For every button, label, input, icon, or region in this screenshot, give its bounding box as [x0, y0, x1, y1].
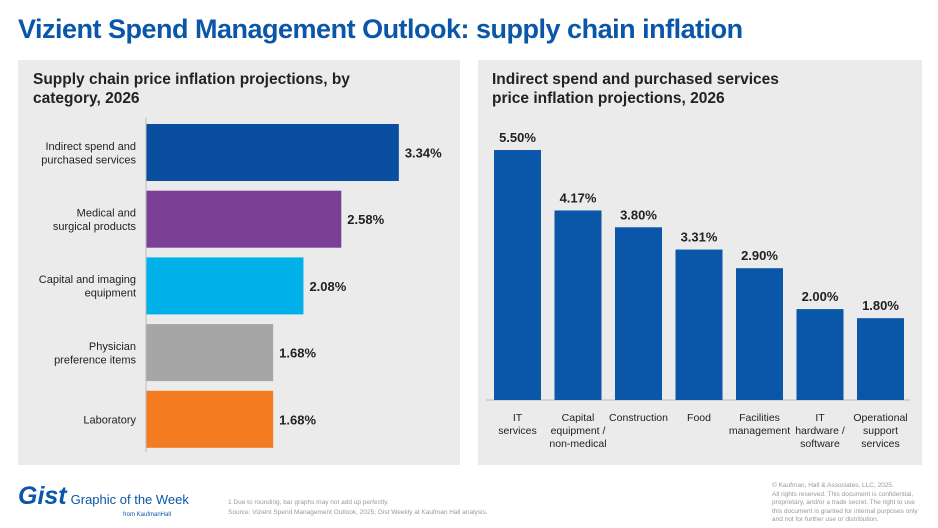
data-label: 2.00% — [802, 289, 839, 304]
data-label: 3.80% — [620, 207, 657, 222]
category-label: equipment / — [551, 425, 606, 437]
bar — [494, 150, 541, 400]
category-label: IT — [815, 412, 825, 424]
category-label: management — [729, 425, 790, 437]
bar — [146, 190, 342, 248]
page-title: Vizient Spend Management Outlook: supply… — [18, 14, 743, 44]
category-label: Physician — [89, 341, 136, 353]
data-label: 1.68% — [279, 412, 316, 427]
category-label: Indirect spend and — [45, 141, 136, 153]
category-label: Operational — [853, 412, 907, 424]
copyright-line: and not for further use or distribution. — [772, 516, 879, 523]
bar — [146, 324, 274, 382]
copyright: © Kaufman, Hall & Associates, LLC, 2025.… — [772, 482, 932, 525]
data-label: 3.31% — [681, 230, 718, 245]
data-label: 4.17% — [560, 190, 597, 205]
category-label: IT — [513, 412, 523, 424]
category-label: surgical products — [53, 221, 137, 233]
bar — [675, 249, 723, 400]
copyright-line: this document is granted for internal pu… — [772, 507, 918, 515]
category-label: Facilities — [739, 412, 780, 424]
category-label: Construction — [609, 412, 668, 424]
gist-logo: Gist Graphic of the Week from KaufmanHall — [18, 482, 189, 518]
copyright-line: proprietary, and/or a trade secret. The … — [772, 499, 915, 506]
category-label: non-medical — [549, 438, 606, 450]
data-label: 3.34% — [405, 146, 442, 161]
bar — [146, 257, 304, 315]
data-label: 2.08% — [309, 279, 346, 294]
category-label: preference items — [54, 354, 136, 366]
category-label: services — [498, 425, 537, 437]
category-label: Laboratory — [83, 414, 136, 426]
bar — [615, 227, 662, 400]
source: Source: Vizient Spend Management Outlook… — [228, 509, 488, 516]
data-label: 1.68% — [279, 346, 316, 361]
category-label: support — [863, 425, 898, 437]
category-label: hardware / — [795, 425, 845, 437]
category-label: Capital — [562, 412, 595, 424]
copyright-line: © Kaufman, Hall & Associates, LLC, 2025. — [772, 482, 894, 489]
data-label: 5.50% — [499, 130, 536, 145]
chart-title: Indirect spend and purchased services pr… — [492, 71, 779, 107]
data-label: 1.80% — [862, 298, 899, 313]
bar — [796, 309, 844, 400]
category-label: Medical and — [77, 207, 136, 219]
bar — [146, 390, 274, 448]
data-label: 2.90% — [741, 248, 778, 263]
category-label: software — [800, 438, 840, 450]
chart-title: Supply chain price inflation projections… — [33, 71, 350, 107]
data-label: 2.58% — [347, 212, 384, 227]
bar — [857, 318, 904, 400]
category-label: Capital and imaging — [39, 274, 136, 286]
indirect-spend-chart-panel: Indirect spend and purchased services pr… — [478, 60, 922, 465]
bar — [554, 210, 602, 400]
category-chart-panel: Supply chain price inflation projections… — [18, 60, 460, 465]
category-label: services — [861, 438, 900, 450]
bar — [146, 124, 399, 181]
bar — [736, 268, 783, 400]
category-label: equipment — [85, 288, 136, 300]
category-label: Food — [687, 412, 711, 424]
copyright-line: All rights reserved. This document is co… — [772, 490, 914, 498]
footnote: 1 Due to rounding, bar graphs may not ad… — [228, 499, 389, 506]
category-label: purchased services — [41, 154, 136, 166]
